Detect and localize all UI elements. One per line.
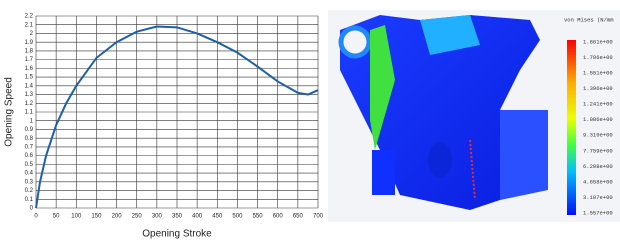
y-tick-label: 1.5 bbox=[25, 75, 34, 81]
legend-label: 1.706e+00 bbox=[583, 54, 613, 61]
y-tick-label: 1.1 bbox=[25, 110, 34, 116]
x-tick-label: 350 bbox=[172, 214, 183, 220]
y-tick-label: 2 bbox=[30, 31, 34, 37]
y-axis-title: Opening Speed bbox=[4, 77, 15, 147]
x-tick-label: 400 bbox=[192, 214, 203, 220]
fea-hole bbox=[341, 28, 369, 56]
y-tick-label: 1.2 bbox=[25, 101, 34, 107]
legend-label: 3.107e+00 bbox=[583, 194, 613, 201]
x-tick-label: 250 bbox=[132, 214, 143, 220]
y-tick-label: 1 bbox=[30, 118, 34, 124]
x-tick-label: 450 bbox=[212, 214, 223, 220]
y-tick-label: 0.9 bbox=[25, 127, 34, 133]
x-tick-label: 500 bbox=[232, 214, 243, 220]
x-tick-label: 50 bbox=[53, 214, 60, 220]
y-tick-label: 1.8 bbox=[25, 48, 34, 54]
x-tick-label: 700 bbox=[313, 214, 324, 220]
x-tick-label: 200 bbox=[112, 214, 123, 220]
y-tick-label: 1.9 bbox=[25, 40, 34, 46]
y-tick-label: 0.1 bbox=[25, 197, 34, 203]
fea-plate bbox=[500, 110, 548, 200]
y-tick-label: 1.6 bbox=[25, 66, 34, 72]
y-tick-label: 0.7 bbox=[25, 144, 34, 150]
x-tick-label: 150 bbox=[91, 214, 102, 220]
y-tick-label: 0.4 bbox=[25, 171, 34, 177]
page: von Mises (N/mm Opening Speed Opening St… bbox=[0, 0, 620, 240]
y-tick-label: 1.7 bbox=[25, 57, 34, 63]
fea-image: von Mises (N/mm bbox=[328, 10, 620, 222]
y-tick-label: 0.6 bbox=[25, 153, 34, 159]
legend-title: von Mises (N/mm bbox=[564, 16, 614, 23]
screenshot: von Mises (N/mm Opening Speed Opening St… bbox=[0, 0, 620, 240]
x-tick-label: 0 bbox=[34, 214, 38, 220]
legend-label: 1.557e+00 bbox=[583, 209, 613, 216]
y-tick-label: 1.3 bbox=[25, 92, 34, 98]
x-tick-label: 600 bbox=[273, 214, 284, 220]
y-tick-label: 2.1 bbox=[25, 22, 34, 28]
legend-label: 1.086e+00 bbox=[583, 116, 613, 123]
y-tick-label: 0.5 bbox=[25, 162, 34, 168]
legend-label: 1.551e+00 bbox=[583, 70, 613, 77]
y-tick-label: 2.2 bbox=[25, 14, 34, 20]
x-axis-title: Opening Stroke bbox=[142, 229, 212, 240]
legend-label: 1.396e+00 bbox=[583, 85, 613, 92]
x-tick-label: 100 bbox=[71, 214, 82, 220]
color-bar bbox=[567, 40, 576, 215]
legend-label: 6.208e+00 bbox=[583, 163, 613, 170]
x-tick-label: 300 bbox=[152, 214, 163, 220]
y-tick-label: 0.8 bbox=[25, 136, 34, 142]
legend-label: 9.310e+00 bbox=[583, 132, 613, 139]
x-tick-label: 550 bbox=[253, 214, 264, 220]
y-tick-label: 1.4 bbox=[25, 83, 34, 89]
legend-label: 1.241e+00 bbox=[583, 101, 613, 108]
x-tick-label: 650 bbox=[293, 214, 304, 220]
y-tick-label: 0 bbox=[30, 206, 34, 212]
y-tick-label: 0.3 bbox=[25, 179, 34, 185]
legend-label: 1.861e+00 bbox=[583, 38, 613, 45]
fea-block bbox=[372, 150, 395, 195]
legend-label: 4.658e+00 bbox=[583, 178, 613, 185]
fea-hole bbox=[428, 142, 452, 178]
y-tick-label: 0.2 bbox=[25, 188, 34, 194]
legend-label: 7.759e+00 bbox=[583, 147, 613, 154]
